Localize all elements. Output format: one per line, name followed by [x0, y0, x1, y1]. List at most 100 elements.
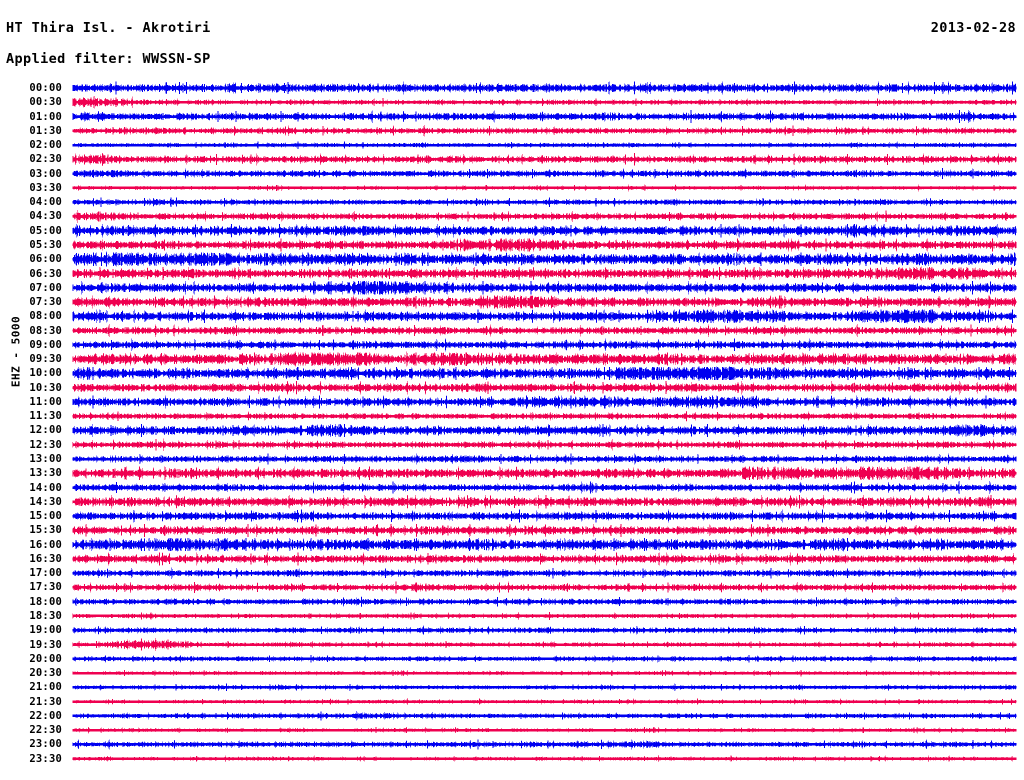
trace-row	[72, 697, 1017, 706]
time-tick-label: 22:30	[29, 724, 62, 737]
time-tick-label: 00:00	[29, 82, 62, 94]
trace-row	[72, 223, 1017, 238]
time-tick-label: 02:30	[29, 153, 62, 166]
time-tick-label: 13:00	[29, 453, 62, 466]
trace-row	[72, 612, 1017, 620]
time-tick-label: 16:30	[29, 552, 62, 565]
trace-row	[72, 683, 1017, 692]
time-tick-label: 06:30	[29, 267, 62, 280]
time-tick-label: 03:00	[29, 167, 62, 180]
trace-row	[72, 438, 1017, 451]
time-tick-label: 22:00	[29, 709, 62, 722]
time-tick-label: 10:30	[29, 381, 62, 394]
trace-row	[72, 280, 1017, 296]
trace-row	[72, 351, 1017, 367]
time-tick-label: 05:30	[29, 238, 62, 251]
record-date: 2013-02-28	[930, 20, 1016, 36]
trace-row	[72, 466, 1017, 481]
trace-row	[72, 197, 1017, 208]
time-axis: 00:00 00:30 01:00 01:30 02:00 02:30 03:00 03:30…	[0, 78, 68, 772]
time-tick-label: 07:00	[29, 281, 62, 294]
time-tick-label: 19:30	[29, 638, 62, 651]
time-tick-label: 06:00	[29, 253, 62, 266]
time-tick-label: 17:00	[29, 567, 62, 580]
time-tick-label: 07:30	[29, 296, 62, 309]
trace-row	[72, 324, 1017, 338]
trace-row	[72, 581, 1017, 594]
page-title: HT Thira Isl. - Akrotiri	[6, 20, 211, 36]
trace-row	[72, 152, 1017, 166]
time-tick-label: 04:30	[29, 210, 62, 223]
trace-row	[72, 552, 1017, 566]
trace-row	[72, 567, 1017, 579]
time-tick-label: 23:30	[29, 752, 62, 765]
trace-row	[72, 509, 1017, 523]
applied-filter-label: Applied filter: WWSSN-SP	[6, 51, 211, 67]
time-tick-label: 18:30	[29, 609, 62, 622]
time-tick-label: 08:00	[29, 310, 62, 323]
trace-row	[72, 480, 1017, 495]
time-tick-label: 01:30	[29, 124, 62, 137]
trace-row	[72, 251, 1017, 267]
trace-row	[72, 537, 1017, 552]
trace-row	[72, 266, 1017, 281]
trace-row	[72, 141, 1017, 149]
trace-row	[72, 109, 1017, 124]
time-tick-label: 14:00	[29, 481, 62, 494]
time-tick-label: 03:30	[29, 181, 62, 194]
trace-row	[72, 237, 1017, 253]
time-tick-label: 10:00	[29, 367, 62, 380]
trace-row	[72, 380, 1017, 395]
trace-row	[72, 168, 1017, 180]
trace-row	[72, 394, 1017, 410]
trace-row	[72, 209, 1017, 224]
trace-row	[72, 411, 1017, 422]
trace-row	[72, 338, 1017, 352]
time-tick-label: 00:30	[29, 96, 62, 109]
time-tick-label: 18:00	[29, 595, 62, 608]
time-tick-label: 20:30	[29, 667, 62, 680]
time-tick-label: 13:30	[29, 467, 62, 480]
trace-row	[72, 184, 1017, 192]
time-tick-label: 12:30	[29, 438, 62, 451]
time-tick-label: 11:30	[29, 410, 62, 423]
trace-canvas	[0, 78, 1024, 772]
trace-row	[72, 308, 1017, 324]
trace-row	[72, 495, 1017, 509]
trace-row	[72, 295, 1017, 309]
time-tick-label: 15:30	[29, 524, 62, 537]
time-tick-label: 02:00	[29, 139, 62, 152]
time-tick-label: 05:00	[29, 224, 62, 237]
time-tick-label: 14:30	[29, 495, 62, 508]
trace-row	[72, 654, 1017, 663]
time-tick-label: 21:00	[29, 681, 62, 694]
time-tick-label: 19:00	[29, 624, 62, 637]
trace-row	[72, 453, 1017, 465]
time-tick-label: 01:00	[29, 110, 62, 123]
time-tick-label: 09:30	[29, 353, 62, 366]
trace-row	[72, 81, 1017, 95]
trace-row	[72, 96, 1017, 109]
trace-row	[72, 125, 1017, 137]
time-tick-label: 04:00	[29, 196, 62, 209]
trace-row	[72, 637, 1017, 652]
trace-row	[72, 523, 1017, 537]
time-tick-label: 12:00	[29, 424, 62, 437]
trace-row	[72, 726, 1017, 734]
trace-row	[72, 423, 1017, 438]
trace-row	[72, 711, 1017, 721]
seismogram-traces	[72, 81, 1017, 763]
time-tick-label: 16:00	[29, 538, 62, 551]
trace-row	[72, 596, 1017, 607]
time-tick-label: 20:00	[29, 652, 62, 665]
time-tick-label: 15:00	[29, 510, 62, 523]
trace-row	[72, 366, 1017, 381]
trace-row	[72, 669, 1017, 677]
time-tick-label: 08:30	[29, 324, 62, 337]
time-tick-label: 23:00	[29, 738, 62, 751]
time-tick-label: 17:30	[29, 581, 62, 594]
trace-row	[72, 754, 1017, 763]
trace-row	[72, 739, 1017, 750]
time-tick-label: 09:00	[29, 338, 62, 351]
